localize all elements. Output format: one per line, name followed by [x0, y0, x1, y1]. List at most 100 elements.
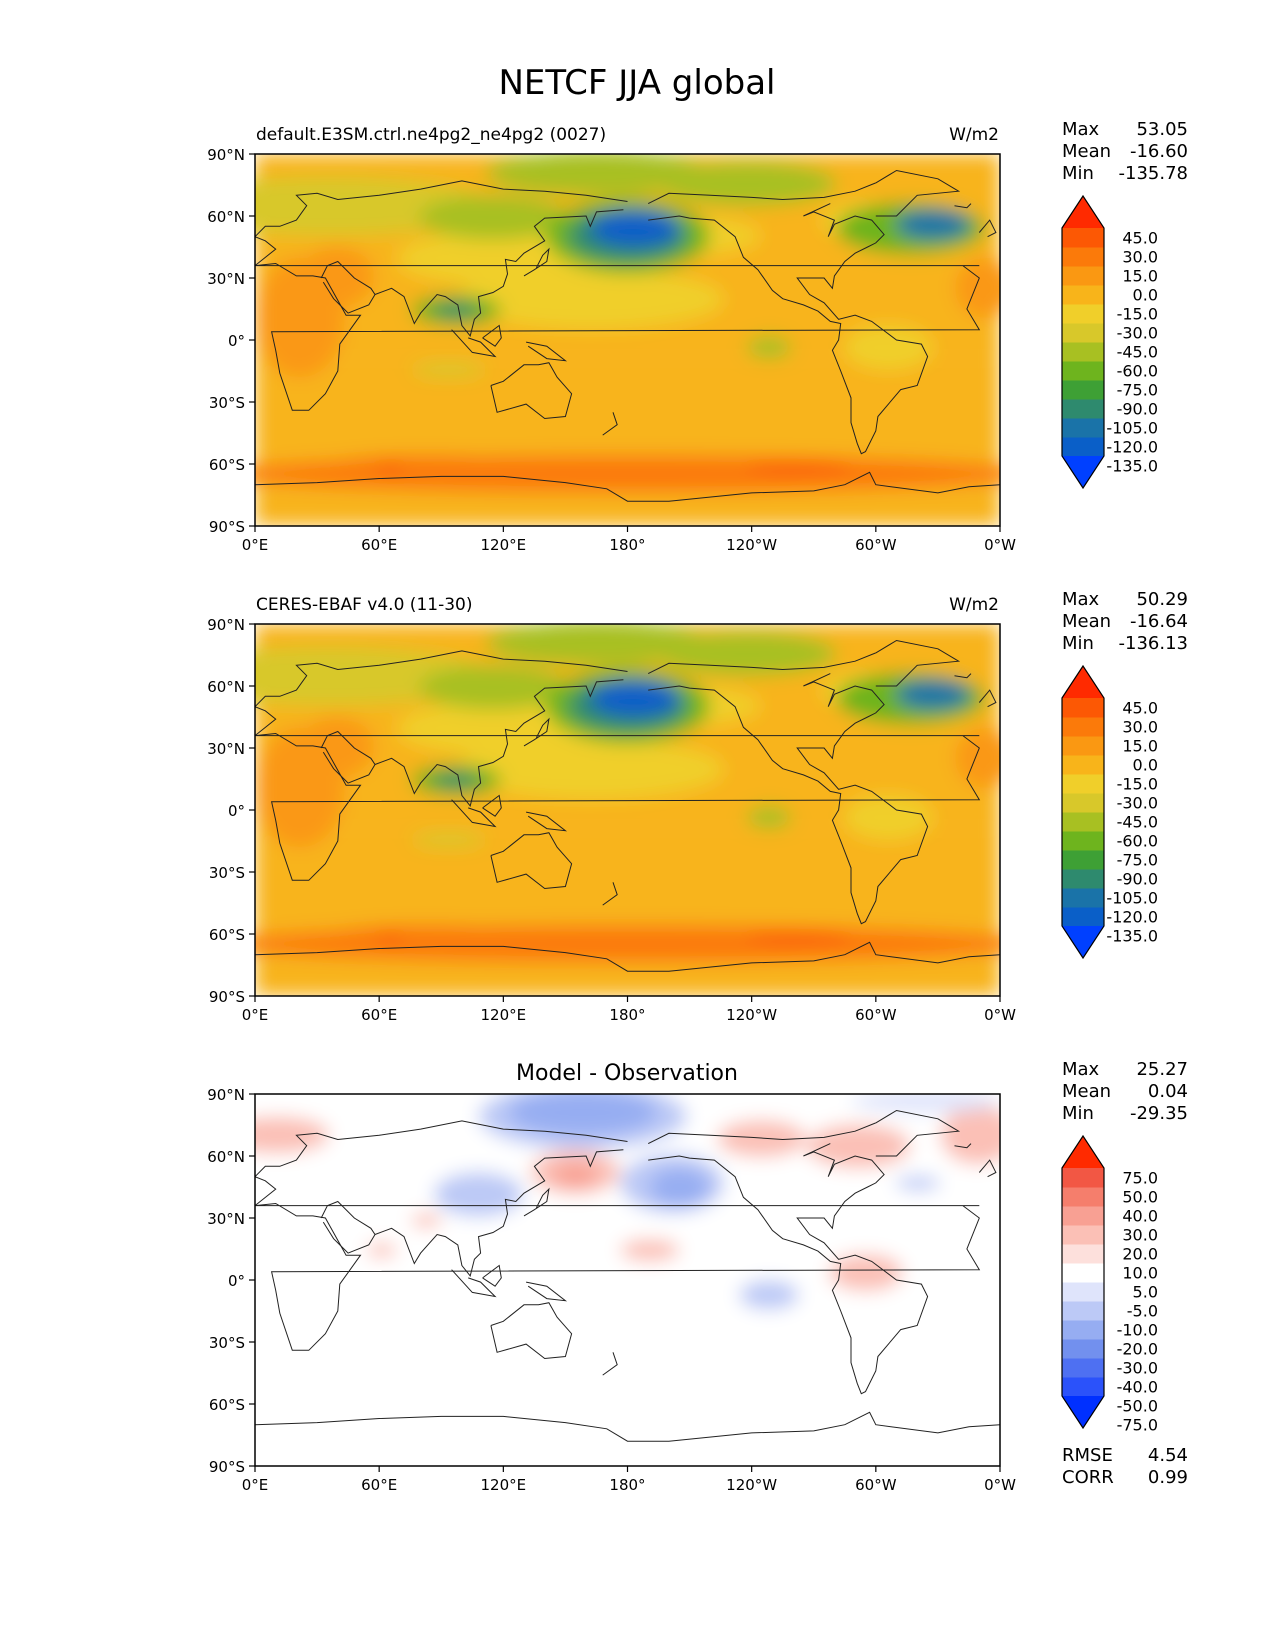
lon-tick-label: 60°E: [361, 1476, 397, 1494]
colorbar-tick-label: -5.0: [1127, 1302, 1158, 1321]
field-region: [418, 194, 568, 240]
coastline: [255, 732, 981, 881]
panel-obs-lat-axis: 90°N 60°N 30°N 0° 30°S 60°S 90°S: [207, 616, 255, 1006]
colorbar-tick-label: -50.0: [1117, 1397, 1158, 1416]
lat-tick-label: 30°N: [207, 740, 245, 758]
stat-min-label: Min: [1062, 163, 1094, 184]
coastline: [602, 1352, 618, 1376]
lon-tick-label: 120°E: [481, 536, 527, 554]
lon-tick-label: 60°W: [855, 1476, 897, 1494]
colorbar-segment: [1062, 1339, 1104, 1359]
colorbar-segment: [1062, 888, 1104, 908]
colorbar-tick-label: 15.0: [1122, 737, 1158, 756]
coastline: [523, 247, 550, 277]
colorbar-tick-label: -45.0: [1117, 813, 1158, 832]
field-layer: [255, 154, 1000, 526]
field-region: [843, 795, 933, 840]
colorbar-tick-label: 5.0: [1133, 1283, 1158, 1302]
lon-tick-label: 120°W: [726, 1006, 777, 1024]
lon-tick-label: 0°W: [984, 536, 1016, 554]
colorbar-tick-label: 75.0: [1122, 1169, 1158, 1188]
coastline: [602, 412, 618, 436]
coastline: [255, 471, 1000, 502]
colorbar-tick-label: -30.0: [1117, 324, 1158, 343]
coastline: [255, 262, 981, 411]
colorbar-segment: [1062, 342, 1104, 362]
field-region: [746, 336, 792, 359]
lat-tick-label: 60°S: [209, 456, 245, 474]
panel-obs-units: W/m2: [949, 595, 999, 615]
colorbar-segment: [1062, 361, 1104, 381]
field-region: [255, 828, 1000, 996]
colorbar-segment: [1062, 774, 1104, 794]
lon-tick-label: 120°E: [481, 1476, 527, 1494]
panel-model-stats: Max 53.05 Mean -16.60 Min -135.78: [1062, 119, 1188, 184]
lat-tick-label: 90°S: [209, 1458, 245, 1476]
colorbar-extend-max: [1062, 196, 1104, 228]
colorbar-extend-min: [1062, 926, 1104, 958]
field-region: [553, 1164, 598, 1187]
colorbar-segment: [1062, 1358, 1104, 1378]
lon-tick-label: 0°E: [242, 536, 269, 554]
colorbar-segment: [1062, 1225, 1104, 1245]
colorbar-extend-min: [1062, 456, 1104, 488]
colorbar-segment: [1062, 1377, 1104, 1397]
colorbar-tick-label: 0.0: [1133, 286, 1158, 305]
lat-tick-label: 90°N: [207, 1086, 245, 1104]
panel-obs-colorbar: 45.030.015.00.0-15.0-30.0-45.0-60.0-75.0…: [1061, 664, 1158, 960]
field-region: [590, 679, 680, 718]
coastline: [526, 341, 568, 362]
field-region: [322, 455, 531, 478]
colorbar-segment: [1062, 399, 1104, 419]
colorbar-tick-label: 30.0: [1122, 1226, 1158, 1245]
panel-diff-coastlines: [255, 1109, 1000, 1442]
colorbar-segment: [1062, 1320, 1104, 1340]
lat-tick-label: 0°: [228, 1272, 245, 1290]
coastline: [490, 1302, 573, 1360]
lon-tick-label: 180°: [609, 1006, 645, 1024]
colorbar-segment: [1062, 266, 1104, 286]
coastline: [255, 180, 628, 266]
coastline: [482, 1264, 502, 1287]
lat-tick-label: 30°S: [209, 394, 245, 412]
panel-diff-lon-axis: 0°E 60°E 120°E 180° 120°W 60°W 0°W: [242, 1466, 1016, 1494]
colorbar-tick-label: 20.0: [1122, 1245, 1158, 1264]
colorbar-segment: [1062, 698, 1104, 718]
colorbar-segment: [1062, 323, 1104, 343]
field-region: [657, 631, 837, 677]
panel-model-coastlines: [255, 169, 1000, 502]
panel-model-left-title: default.E3SM.ctrl.ne4pg2_ne4pg2 (0027): [256, 125, 606, 145]
coastline: [875, 169, 961, 217]
lat-tick-label: 60°S: [209, 1396, 245, 1414]
stat-mean-value: -16.60: [1130, 141, 1188, 162]
colorbar-segment: [1062, 831, 1104, 851]
panel-obs-stats: Max 50.29 Mean -16.64 Min -136.13: [1062, 589, 1188, 654]
field-region: [456, 269, 725, 329]
field-region: [411, 832, 486, 848]
panel-diff-lat-axis: 90°N 60°N 30°N 0° 30°S 60°S 90°S: [207, 1086, 255, 1476]
coastline: [523, 717, 550, 747]
lon-tick-label: 60°E: [361, 536, 397, 554]
field-region: [739, 1280, 799, 1310]
lat-tick-label: 0°: [228, 802, 245, 820]
field-region: [649, 1168, 710, 1206]
colorbar-tick-label: -30.0: [1117, 1359, 1158, 1378]
panel-diff-center-title: Model - Observation: [516, 1061, 738, 1086]
lon-tick-label: 180°: [609, 1476, 645, 1494]
colorbar-extend-min: [1062, 1396, 1104, 1428]
panel-obs-coastlines: [255, 639, 1000, 972]
stat-mean-label: Mean: [1062, 1081, 1111, 1102]
panel-model-lon-axis: 0°E 60°E 120°E 180° 120°W 60°W 0°W: [242, 526, 1016, 554]
panel-model: default.E3SM.ctrl.ne4pg2_ne4pg2 (0027) W…: [207, 119, 1188, 554]
field-region: [374, 462, 404, 471]
colorbar-outline: [1061, 1134, 1105, 1430]
field-region: [955, 258, 1000, 318]
colorbar-segment: [1062, 717, 1104, 737]
lon-tick-label: 60°E: [361, 1006, 397, 1024]
colorbar-tick-label: -105.0: [1106, 889, 1158, 908]
coastline: [978, 1159, 997, 1178]
panel-obs: CERES-EBAF v4.0 (11-30) W/m2 90°N 60°N 30°…: [207, 589, 1188, 1024]
field-region: [485, 624, 710, 665]
field-region: [895, 1175, 941, 1191]
